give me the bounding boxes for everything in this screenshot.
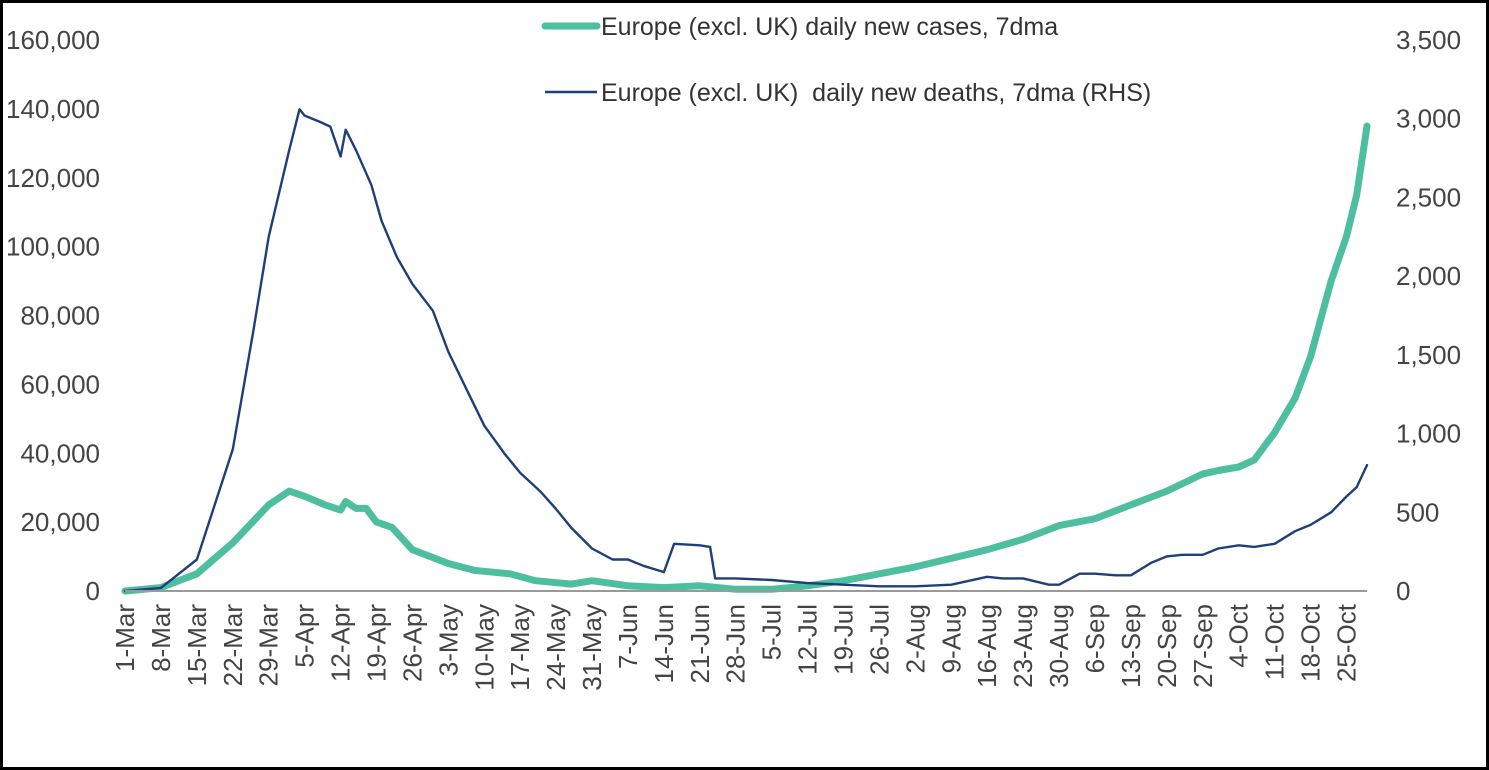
x-tick-label: 14-Jun [649,604,679,684]
x-tick-label: 12-Apr [326,604,356,682]
x-tick-label: 28-Jun [721,604,751,684]
x-tick-label: 1-Mar [110,604,140,672]
y-tick-label: 20,000 [20,507,100,537]
series-layer [121,108,1371,595]
x-tick-label: 29-Mar [254,604,284,687]
right-axis-tick-labels: 0 500 1,000 1,500 2,000 2,500 3,000 3,500 [1396,25,1461,606]
x-tick-label: 3-May [433,604,463,676]
x-tick-label: 22-Mar [218,604,248,687]
x-tick-label: 10-May [469,604,499,691]
x-tick-label: 25-Oct [1331,603,1361,682]
series-line-deaths [123,108,1369,593]
y2-tick-label: 1,500 [1396,340,1461,370]
x-tick-label: 19-Jul [829,604,859,675]
y2-tick-label: 2,000 [1396,261,1461,291]
x-tick-label: 7-Jun [613,604,643,669]
x-tick-label: 21-Jun [685,604,715,684]
x-tick-label: 26-Apr [397,604,427,682]
y-tick-label: 100,000 [6,232,100,262]
legend-label-deaths: Europe (excl. UK) daily new deaths, 7dma… [601,79,1151,107]
y2-tick-label: 2,500 [1396,182,1461,212]
x-tick-label: 19-Apr [361,604,391,682]
x-tick-label: 24-May [541,604,571,691]
x-tick-label: 5-Apr [290,604,320,668]
y-tick-label: 60,000 [20,369,100,399]
y2-tick-label: 3,000 [1396,104,1461,134]
y2-tick-label: 500 [1396,497,1439,527]
series-line-cases [121,122,1371,595]
x-tick-label: 15-Mar [182,604,212,687]
x-tick-label: 31-May [577,604,607,691]
x-tick-label: 4-Oct [1224,603,1254,667]
y-tick-label: 80,000 [20,301,100,331]
y-tick-label: 120,000 [6,163,100,193]
x-tick-label: 20-Sep [1152,604,1182,688]
x-tick-label: 5-Jul [757,604,787,660]
y2-tick-label: 1,000 [1396,419,1461,449]
x-tick-label: 26-Jul [864,604,894,675]
x-tick-label: 16-Aug [972,604,1002,688]
x-tick-label: 2-Aug [900,604,930,673]
y2-tick-label: 0 [1396,576,1410,606]
x-tick-label: 18-Oct [1296,603,1326,682]
x-axis-tick-labels: 1-Mar 8-Mar 15-Mar 22-Mar 29-Mar 5-Apr 12-Apr 1… [110,603,1361,690]
x-tick-label: 8-Mar [146,604,176,672]
legend: Europe (excl. UK) daily new cases, 7dma … [541,13,1151,107]
x-tick-label: 17-May [505,604,535,691]
x-tick-label: 13-Sep [1116,604,1146,688]
x-tick-label: 11-Oct [1260,603,1290,680]
y-tick-label: 0 [86,576,100,606]
legend-label-cases: Europe (excl. UK) daily new cases, 7dma [601,13,1058,41]
y-tick-label: 40,000 [20,438,100,468]
x-tick-label: 9-Aug [936,604,966,673]
y-tick-label: 140,000 [6,94,100,124]
x-tick-label: 27-Sep [1188,604,1218,688]
left-axis-tick-labels: 0 20,000 40,000 60,000 80,000 100,000 120,000 1… [6,25,100,606]
y-tick-label: 160,000 [6,25,100,55]
x-tick-label: 23-Aug [1008,604,1038,688]
x-tick-label: 12-Jul [793,604,823,675]
y2-tick-label: 3,500 [1396,25,1461,55]
x-tick-label: 30-Aug [1044,604,1074,688]
x-tick-label: 6-Sep [1080,604,1110,673]
